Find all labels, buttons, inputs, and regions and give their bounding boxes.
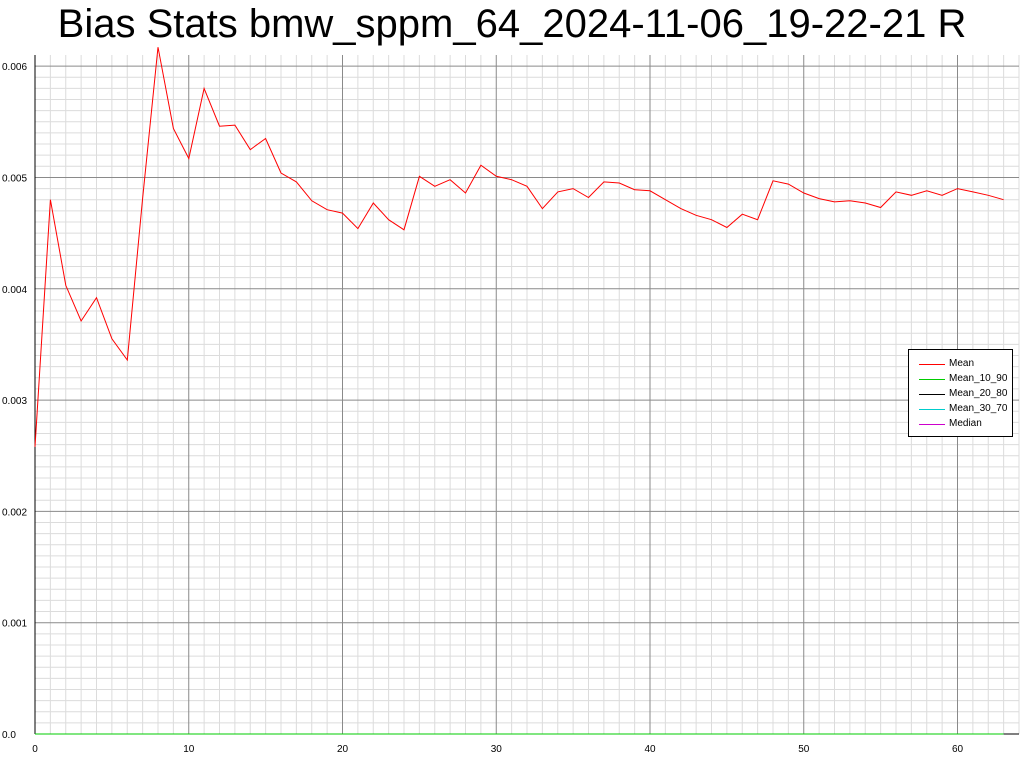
major-grid bbox=[35, 55, 1019, 734]
x-tick-label: 20 bbox=[337, 744, 349, 755]
legend-label: Mean_20_80 bbox=[949, 388, 1008, 399]
legend-label: Mean_30_70 bbox=[949, 403, 1008, 414]
legend: Mean Mean_10_90 Mean_20_80 Mean_30_70 Me… bbox=[908, 349, 1013, 437]
legend-swatch bbox=[919, 409, 945, 410]
y-tick-label: 0.002 bbox=[2, 507, 27, 518]
x-tick-label: 0 bbox=[32, 744, 38, 755]
series-layer bbox=[34, 47, 1004, 735]
y-tick-label: 0.003 bbox=[2, 396, 27, 407]
x-tick-label: 30 bbox=[491, 744, 503, 755]
legend-item-mean-20-80: Mean_20_80 bbox=[909, 387, 1012, 402]
y-tick-label: 0.006 bbox=[2, 62, 27, 73]
x-tick-label: 60 bbox=[952, 744, 964, 755]
x-tick-label: 10 bbox=[183, 744, 195, 755]
legend-swatch bbox=[919, 364, 945, 365]
legend-item-mean-30-70: Mean_30_70 bbox=[909, 402, 1012, 417]
y-tick-label: 0.0 bbox=[2, 730, 16, 741]
y-tick-label: 0.005 bbox=[2, 173, 27, 184]
legend-swatch bbox=[919, 379, 945, 380]
minor-grid bbox=[35, 55, 1020, 734]
x-tick-label: 40 bbox=[644, 744, 656, 755]
legend-item-mean: Mean bbox=[909, 357, 1012, 372]
legend-item-median: Median bbox=[909, 417, 1012, 432]
y-tick-label: 0.001 bbox=[2, 619, 27, 630]
legend-item-mean-10-90: Mean_10_90 bbox=[909, 372, 1012, 387]
tick-labels: 0 10 20 30 40 50 60 0.0 0.001 0.002 0.003 0.004 0.00… bbox=[2, 62, 963, 755]
y-tick-label: 0.004 bbox=[2, 285, 27, 296]
legend-label: Mean_10_90 bbox=[949, 373, 1008, 384]
x-tick-label: 50 bbox=[798, 744, 810, 755]
legend-swatch bbox=[919, 394, 945, 395]
legend-swatch bbox=[919, 424, 945, 425]
legend-label: Mean bbox=[949, 358, 975, 369]
chart-title: Bias Stats bmw_sppm_64_2024-11-06_19-22-… bbox=[57, 2, 967, 46]
legend-label: Median bbox=[949, 418, 982, 429]
series-line-mean bbox=[34, 47, 1004, 447]
